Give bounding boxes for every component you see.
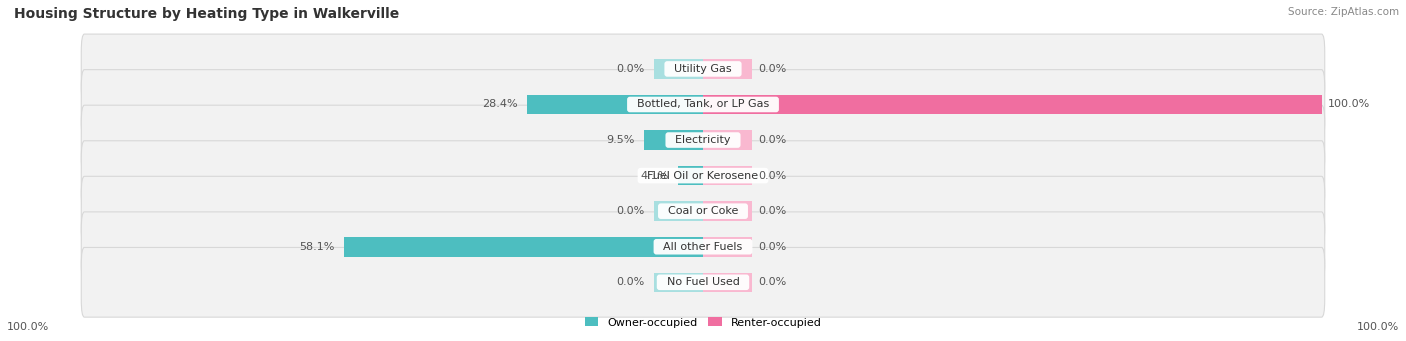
Text: Fuel Oil or Kerosene: Fuel Oil or Kerosene xyxy=(641,170,765,181)
Text: Bottled, Tank, or LP Gas: Bottled, Tank, or LP Gas xyxy=(630,100,776,109)
Text: 0.0%: 0.0% xyxy=(759,64,787,74)
FancyBboxPatch shape xyxy=(82,176,1324,246)
Bar xyxy=(527,95,703,114)
FancyBboxPatch shape xyxy=(82,105,1324,175)
Bar xyxy=(678,166,703,186)
Text: Source: ZipAtlas.com: Source: ZipAtlas.com xyxy=(1288,7,1399,17)
Bar xyxy=(703,130,752,150)
Text: All other Fuels: All other Fuels xyxy=(657,242,749,252)
Text: 0.0%: 0.0% xyxy=(759,242,787,252)
FancyBboxPatch shape xyxy=(82,248,1324,317)
Text: No Fuel Used: No Fuel Used xyxy=(659,277,747,287)
Text: 58.1%: 58.1% xyxy=(299,242,335,252)
Text: 100.0%: 100.0% xyxy=(1357,322,1399,332)
Text: 0.0%: 0.0% xyxy=(759,135,787,145)
Text: Coal or Coke: Coal or Coke xyxy=(661,206,745,216)
Text: 0.0%: 0.0% xyxy=(759,277,787,287)
Bar xyxy=(703,202,752,221)
Text: 0.0%: 0.0% xyxy=(616,206,644,216)
Text: Utility Gas: Utility Gas xyxy=(668,64,738,74)
Legend: Owner-occupied, Renter-occupied: Owner-occupied, Renter-occupied xyxy=(581,313,825,332)
Text: Housing Structure by Heating Type in Walkerville: Housing Structure by Heating Type in Wal… xyxy=(14,7,399,21)
Bar xyxy=(654,59,703,79)
Bar xyxy=(654,202,703,221)
FancyBboxPatch shape xyxy=(82,141,1324,210)
Text: 0.0%: 0.0% xyxy=(759,170,787,181)
Bar xyxy=(644,130,703,150)
Bar xyxy=(703,272,752,292)
Bar xyxy=(703,237,752,256)
Text: 9.5%: 9.5% xyxy=(606,135,636,145)
FancyBboxPatch shape xyxy=(82,34,1324,104)
Bar xyxy=(654,272,703,292)
Text: 100.0%: 100.0% xyxy=(7,322,49,332)
Bar xyxy=(343,237,703,256)
Text: 0.0%: 0.0% xyxy=(616,64,644,74)
Text: 28.4%: 28.4% xyxy=(482,100,517,109)
FancyBboxPatch shape xyxy=(82,212,1324,282)
Text: Electricity: Electricity xyxy=(668,135,738,145)
Bar xyxy=(703,95,1322,114)
Text: 4.1%: 4.1% xyxy=(640,170,668,181)
Text: 0.0%: 0.0% xyxy=(616,277,644,287)
Bar xyxy=(703,59,752,79)
Text: 0.0%: 0.0% xyxy=(759,206,787,216)
Bar xyxy=(703,166,752,186)
FancyBboxPatch shape xyxy=(82,70,1324,139)
Text: 100.0%: 100.0% xyxy=(1327,100,1369,109)
